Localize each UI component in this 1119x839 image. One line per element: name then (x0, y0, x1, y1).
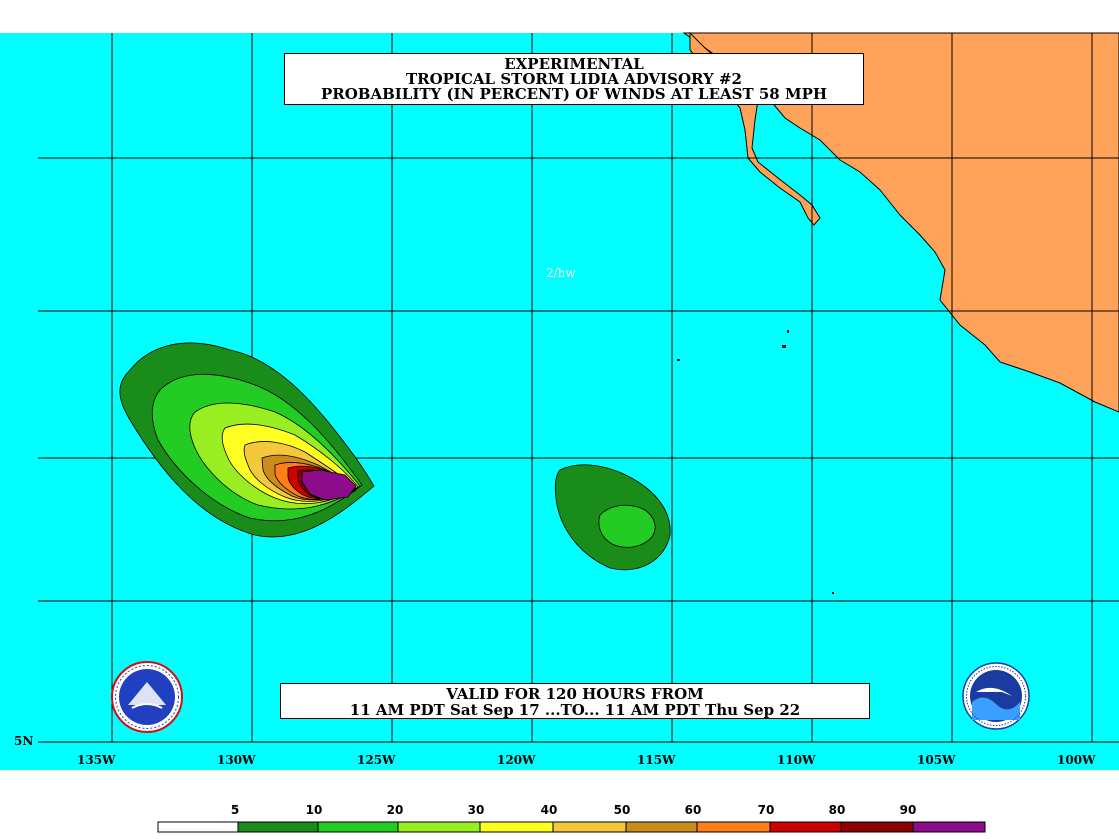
legend-swatch-10 (912, 821, 986, 833)
title-box: EXPERIMENTAL TROPICAL STORM LIDIA ADVISO… (284, 53, 864, 105)
forecaster-tag: 2/hw (546, 266, 576, 280)
legend-swatch-6 (625, 821, 698, 833)
islands (677, 330, 834, 594)
legend-label-10: 10 (305, 803, 323, 817)
legend-label-70: 70 (757, 803, 775, 817)
title-line-3: PROBABILITY (IN PERCENT) OF WINDS AT LEA… (320, 85, 828, 103)
contour-100 (301, 469, 357, 501)
legend-bar (157, 821, 986, 833)
lon-label-135w: 135W (77, 753, 116, 767)
legend-label-30: 30 (467, 803, 485, 817)
lon-label-105w: 105W (917, 753, 956, 767)
legend-label-50: 50 (613, 803, 631, 817)
storm-contours-main (119, 342, 375, 538)
lon-label-125w: 125W (357, 753, 396, 767)
legend-label-60: 60 (684, 803, 702, 817)
noaa-logo (962, 662, 1030, 730)
lat-label-5n: 5N (14, 734, 34, 748)
grid-lines (38, 33, 1119, 743)
legend-swatch-8 (769, 821, 842, 833)
legend-swatch-0 (157, 821, 239, 833)
legend-swatch-9 (840, 821, 914, 833)
legend-swatch-2 (317, 821, 399, 833)
nws-logo (111, 661, 183, 733)
legend-label-40: 40 (540, 803, 558, 817)
valid-line-2: 11 AM PDT Sat Sep 17 ...TO... 11 AM PDT … (349, 701, 801, 719)
contour-20-east (598, 504, 656, 548)
legend-swatch-5 (552, 821, 627, 833)
legend-swatch-3 (397, 821, 481, 833)
lon-label-120w: 120W (497, 753, 536, 767)
valid-line-1: VALID FOR 120 HOURS FROM (446, 685, 704, 703)
lon-label-130w: 130W (217, 753, 256, 767)
lon-label-110w: 110W (777, 753, 816, 767)
legend-swatch-7 (696, 821, 771, 833)
legend-swatch-4 (479, 821, 554, 833)
storm-contours-secondary (554, 464, 671, 571)
lon-label-115w: 115W (637, 753, 676, 767)
title-line-1: EXPERIMENTAL (504, 55, 644, 73)
title-line-2: TROPICAL STORM LIDIA ADVISORY #2 (405, 70, 742, 88)
legend-label-20: 20 (386, 803, 404, 817)
lon-label-100w: 100W (1057, 753, 1096, 767)
legend-label-80: 80 (828, 803, 846, 817)
legend-label-90: 90 (899, 803, 917, 817)
legend-label-5: 5 (230, 803, 240, 817)
valid-period-box: VALID FOR 120 HOURS FROM 11 AM PDT Sat S… (280, 683, 870, 719)
legend-swatch-1 (237, 821, 319, 833)
